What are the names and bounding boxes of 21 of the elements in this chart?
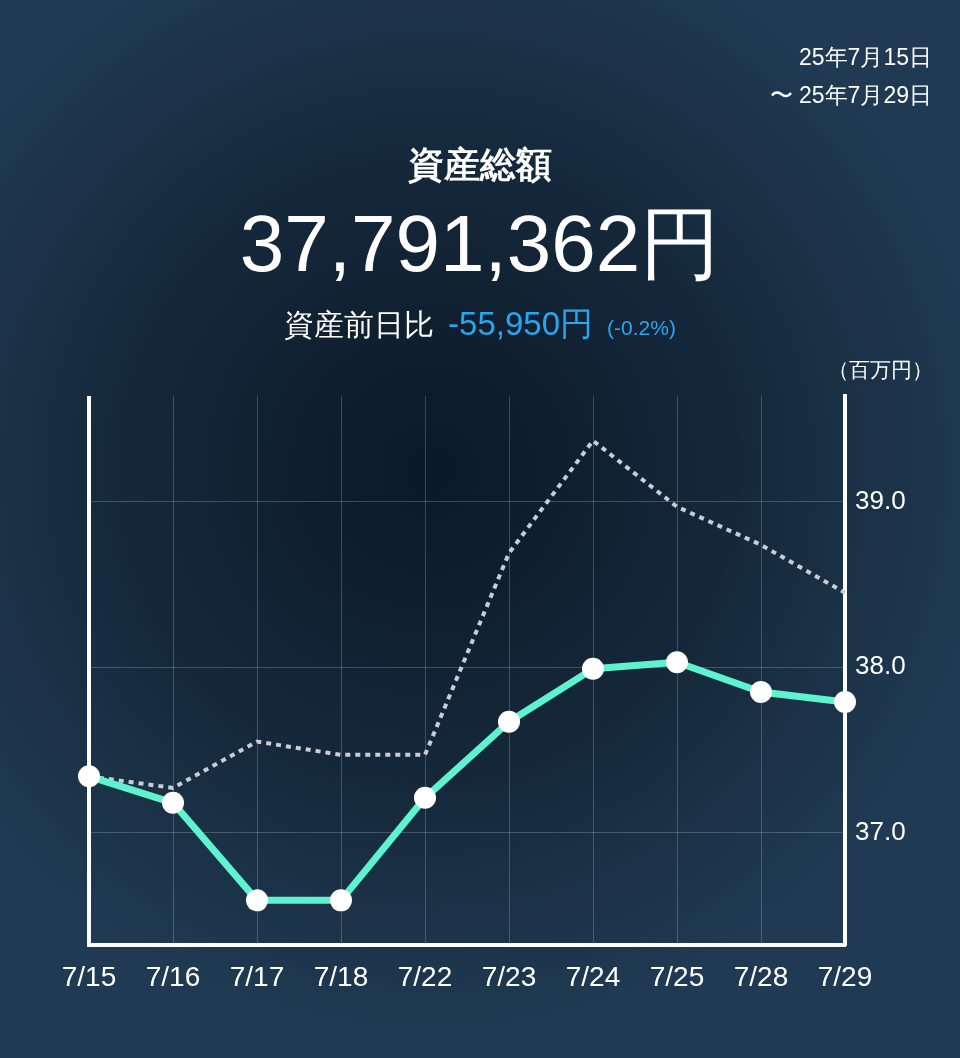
text: 資産前日比 <box>284 307 435 343</box>
text: (-0.2%) <box>607 316 676 340</box>
text: -55,950円 <box>448 304 594 344</box>
y-tick-label: 37.0 <box>855 815 906 846</box>
x-tick-label: 7/28 <box>733 960 789 992</box>
x-tick-label: 7/24 <box>565 960 621 992</box>
x-tick-label: 7/17 <box>229 960 285 992</box>
text: 〜 25年7月29日 <box>769 81 932 110</box>
text: 25年7月15日 <box>798 43 932 72</box>
x-tick-label: 7/22 <box>397 960 453 992</box>
y-axis-title: （百万円） <box>826 357 934 383</box>
y-tick-label: 39.0 <box>855 485 906 515</box>
x-tick-label: 7/29 <box>817 960 873 992</box>
x-tick-label: 7/18 <box>313 960 369 992</box>
y-tick-label: 38.0 <box>855 650 906 681</box>
x-tick-label: 7/23 <box>481 960 537 992</box>
x-tick-label: 7/15 <box>61 960 117 992</box>
x-tick-label: 7/25 <box>649 960 705 992</box>
x-tick-label: 7/16 <box>145 960 201 992</box>
chart-subtitle: 37,791,362円 <box>238 198 722 290</box>
chart-title: 資産総額 <box>407 143 553 187</box>
